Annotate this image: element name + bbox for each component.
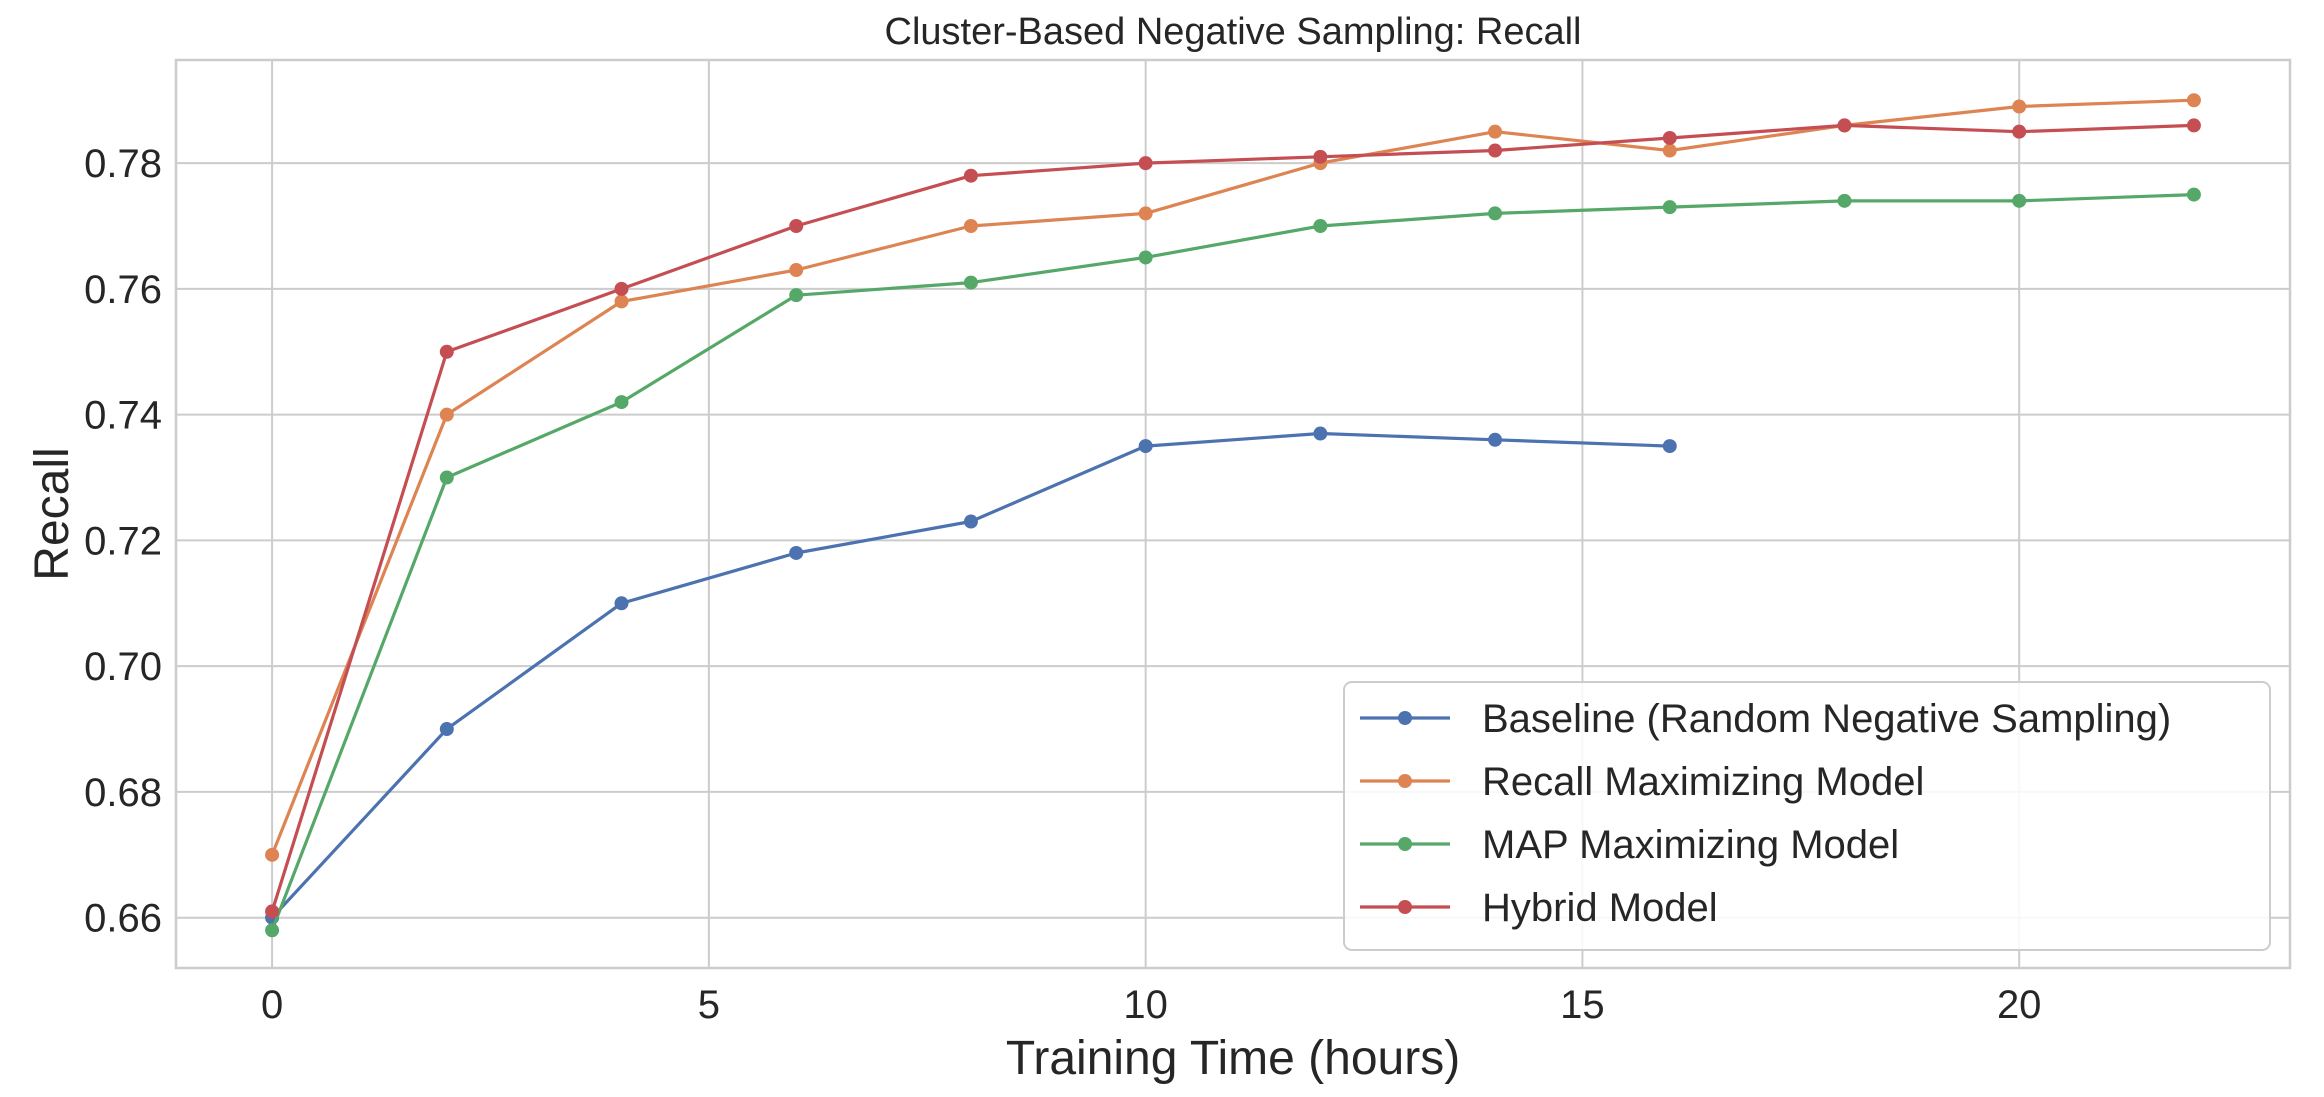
data-point (2012, 99, 2027, 114)
data-point (789, 545, 804, 560)
series-line (270, 193, 2196, 932)
data-point (1488, 432, 1503, 447)
data-point (265, 923, 280, 938)
data-point (614, 395, 629, 410)
legend-item: Hybrid Model (1360, 886, 1718, 930)
data-point (2186, 118, 2201, 133)
data-point (614, 294, 629, 309)
data-point (2012, 124, 2027, 139)
data-point (2012, 193, 2027, 208)
data-point (1313, 426, 1328, 441)
data-point (1313, 149, 1328, 164)
data-point (963, 275, 978, 290)
legend-label: Hybrid Model (1482, 886, 1718, 930)
legend-swatch-marker (1398, 774, 1412, 788)
data-point (1488, 206, 1503, 221)
data-point (789, 263, 804, 278)
legend-items: Baseline (Random Negative Sampling) Recal… (1360, 697, 2171, 930)
data-point (789, 288, 804, 303)
data-point (614, 281, 629, 296)
tick-labels: 0 5 10 15 20 0.66 0.68 0.70 0.72 0.74 0.76 0.78 (84, 142, 2041, 1027)
series-group (265, 93, 2201, 938)
series-4 (265, 118, 2201, 919)
legend: Baseline (Random Negative Sampling) Recal… (1343, 681, 2271, 951)
legend-item: MAP Maximizing Model (1360, 823, 1899, 867)
data-point (1837, 118, 1852, 133)
y-tick-label: 0.68 (84, 771, 162, 815)
chart-title: Cluster-Based Negative Sampling: Recall (885, 11, 1582, 53)
data-point (439, 344, 454, 359)
y-tick-label: 0.66 (84, 897, 162, 941)
y-tick-label: 0.74 (84, 394, 162, 438)
data-point (1313, 219, 1328, 234)
y-tick-label: 0.70 (84, 645, 162, 689)
data-point (439, 722, 454, 737)
data-point (1488, 124, 1503, 139)
data-point (439, 470, 454, 485)
x-tick-label: 15 (1560, 983, 1605, 1027)
grid (176, 60, 2290, 968)
data-point (1662, 439, 1677, 454)
legend-swatch-marker (1398, 837, 1412, 851)
data-point (439, 407, 454, 422)
data-point (265, 904, 280, 919)
y-axis-label: Recall (26, 447, 79, 580)
x-tick-label: 10 (1123, 983, 1168, 1027)
data-point (963, 219, 978, 234)
data-point (1662, 200, 1677, 215)
data-point (963, 514, 978, 529)
data-point (789, 219, 804, 234)
y-tick-label: 0.72 (84, 519, 162, 563)
legend-label: Recall Maximizing Model (1482, 760, 1924, 804)
legend-box (1343, 681, 2271, 951)
data-point (1662, 143, 1677, 158)
legend-swatch-marker (1398, 711, 1412, 725)
data-point (1138, 439, 1153, 454)
legend-swatch-marker (1398, 900, 1412, 914)
x-axis-label: Training Time (hours) (1006, 1032, 1460, 1085)
data-point (1138, 206, 1153, 221)
data-point (2186, 93, 2201, 108)
series-line (270, 98, 2196, 857)
x-tick-label: 5 (698, 983, 720, 1027)
data-point (1488, 143, 1503, 158)
data-point (1138, 250, 1153, 265)
x-tick-label: 20 (1997, 983, 2042, 1027)
data-point (265, 847, 280, 862)
data-point (1837, 193, 1852, 208)
data-point (1662, 130, 1677, 145)
data-point (963, 168, 978, 183)
legend-item: Recall Maximizing Model (1360, 760, 1924, 804)
series-3 (265, 187, 2201, 938)
legend-label: MAP Maximizing Model (1482, 823, 1899, 867)
x-tick-label: 0 (261, 983, 283, 1027)
series-line (270, 123, 2196, 914)
data-point (2186, 187, 2201, 202)
y-tick-label: 0.76 (84, 268, 162, 312)
data-point (1138, 156, 1153, 171)
legend-label: Baseline (Random Negative Sampling) (1482, 697, 2171, 741)
plot-frame (174, 58, 2292, 970)
legend-item: Baseline (Random Negative Sampling) (1360, 697, 2171, 741)
y-tick-label: 0.78 (84, 142, 162, 186)
data-point (614, 596, 629, 611)
